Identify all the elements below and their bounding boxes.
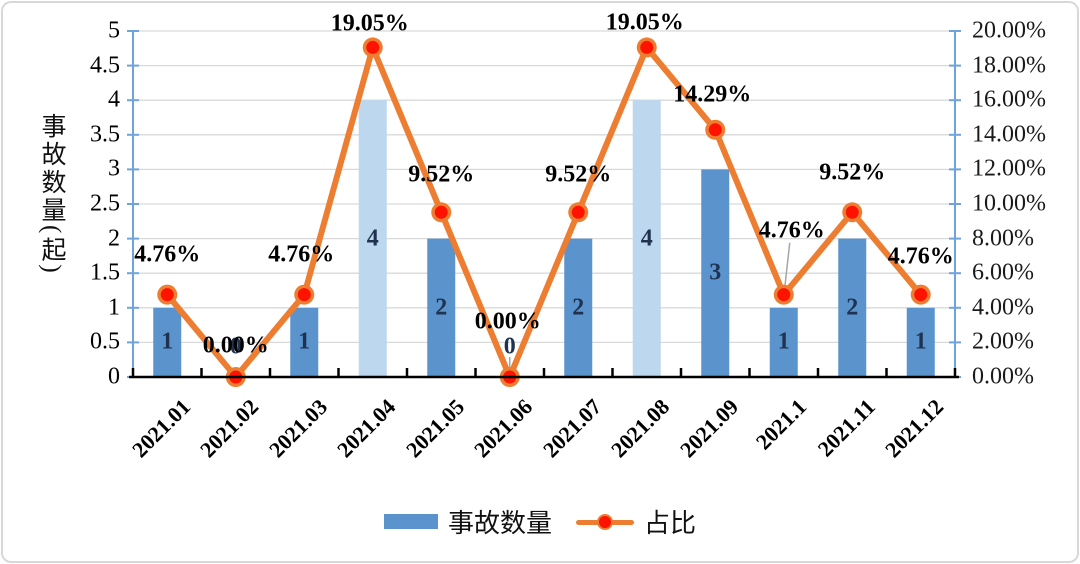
bar xyxy=(290,307,319,377)
y-tick-label-left: 1.5 xyxy=(90,259,120,286)
y-tick-label-right: 6.00% xyxy=(972,259,1034,286)
data-marker xyxy=(640,40,654,54)
bar xyxy=(838,238,867,377)
bar xyxy=(769,307,798,377)
data-marker xyxy=(571,205,585,219)
y-tick-label-left: 5 xyxy=(108,17,120,44)
bar-data-label: 1 xyxy=(914,328,927,355)
y-tick-label-right: 18.00% xyxy=(972,52,1046,79)
bar xyxy=(701,169,730,377)
bar-data-label: 0 xyxy=(229,333,242,360)
legend-line-marker-swatch xyxy=(576,513,634,530)
data-marker xyxy=(297,288,311,302)
bar-data-label: 1 xyxy=(777,328,790,355)
pct-data-label: 4.76% xyxy=(134,241,201,268)
bar xyxy=(564,238,593,377)
left-axis-title: 事故数量(起) xyxy=(38,113,65,276)
y-tick-label-right: 12.00% xyxy=(972,155,1046,182)
pct-data-label: 0.00% xyxy=(474,308,541,335)
bar-data-label: 1 xyxy=(298,328,311,355)
bar-data-label: 3 xyxy=(709,259,722,286)
pct-label-leader-line xyxy=(784,242,791,288)
pct-data-label: 4.76% xyxy=(268,241,335,268)
bar xyxy=(906,307,935,377)
y-tick-label-left: 4 xyxy=(108,86,120,113)
pct-data-label: 19.05% xyxy=(330,10,409,37)
pct-data-label: 4.76% xyxy=(887,243,954,270)
y-tick-label-right: 2.00% xyxy=(972,328,1034,355)
legend-bar-swatch xyxy=(383,514,438,529)
y-tick-label-right: 8.00% xyxy=(972,225,1034,252)
pct-data-label: 4.76% xyxy=(758,217,825,244)
bar-data-label: 2 xyxy=(435,294,448,321)
bar-data-label: 2 xyxy=(572,294,585,321)
bar xyxy=(632,100,661,377)
bar-data-label: 1 xyxy=(161,328,174,355)
pct-data-label: 9.52% xyxy=(545,161,612,188)
data-marker xyxy=(777,288,791,302)
data-marker xyxy=(434,205,448,219)
pct-data-label: 14.29% xyxy=(673,81,752,108)
y-tick-label-right: 4.00% xyxy=(972,294,1034,321)
data-marker xyxy=(708,123,722,137)
pct-data-label: 0.00% xyxy=(202,332,269,359)
bar xyxy=(427,238,456,377)
pct-data-label: 9.52% xyxy=(408,161,475,188)
data-marker xyxy=(366,40,380,54)
pct-data-label: 19.05% xyxy=(605,9,684,36)
y-tick-label-left: 4.5 xyxy=(90,52,120,79)
y-tick-label-left: 0.5 xyxy=(90,328,120,355)
y-tick-label-left: 3 xyxy=(108,155,120,182)
y-tick-label-left: 2 xyxy=(108,225,120,252)
y-tick-label-right: 16.00% xyxy=(972,86,1046,113)
y-tick-label-right: 20.00% xyxy=(972,17,1046,44)
y-tick-label-left: 1 xyxy=(108,294,120,321)
legend-label-line: 占比 xyxy=(644,509,697,538)
legend-label-bars: 事故数量 xyxy=(447,509,552,538)
bar-data-label: 4 xyxy=(640,225,653,252)
line-series xyxy=(164,44,924,380)
y-tick-label-left: 3.5 xyxy=(90,121,120,148)
pct-data-label: 9.52% xyxy=(819,159,886,186)
bar xyxy=(153,307,182,377)
y-tick-label-left: 0 xyxy=(108,363,120,390)
data-marker xyxy=(914,288,928,302)
y-tick-label-right: 14.00% xyxy=(972,121,1046,148)
legend: 事故数量 占比 xyxy=(0,503,1080,540)
bar-data-label: 4 xyxy=(366,225,379,252)
bar xyxy=(358,100,387,377)
legend-marker-dot-icon xyxy=(597,513,613,530)
bar-data-label: 2 xyxy=(846,294,859,321)
data-marker xyxy=(160,288,174,302)
bar-data-label: 0 xyxy=(503,333,516,360)
y-tick-label-right: 10.00% xyxy=(972,190,1046,217)
y-tick-label-right: 0.00% xyxy=(972,363,1034,390)
data-marker xyxy=(845,205,859,219)
y-tick-label-left: 2.5 xyxy=(90,190,120,217)
